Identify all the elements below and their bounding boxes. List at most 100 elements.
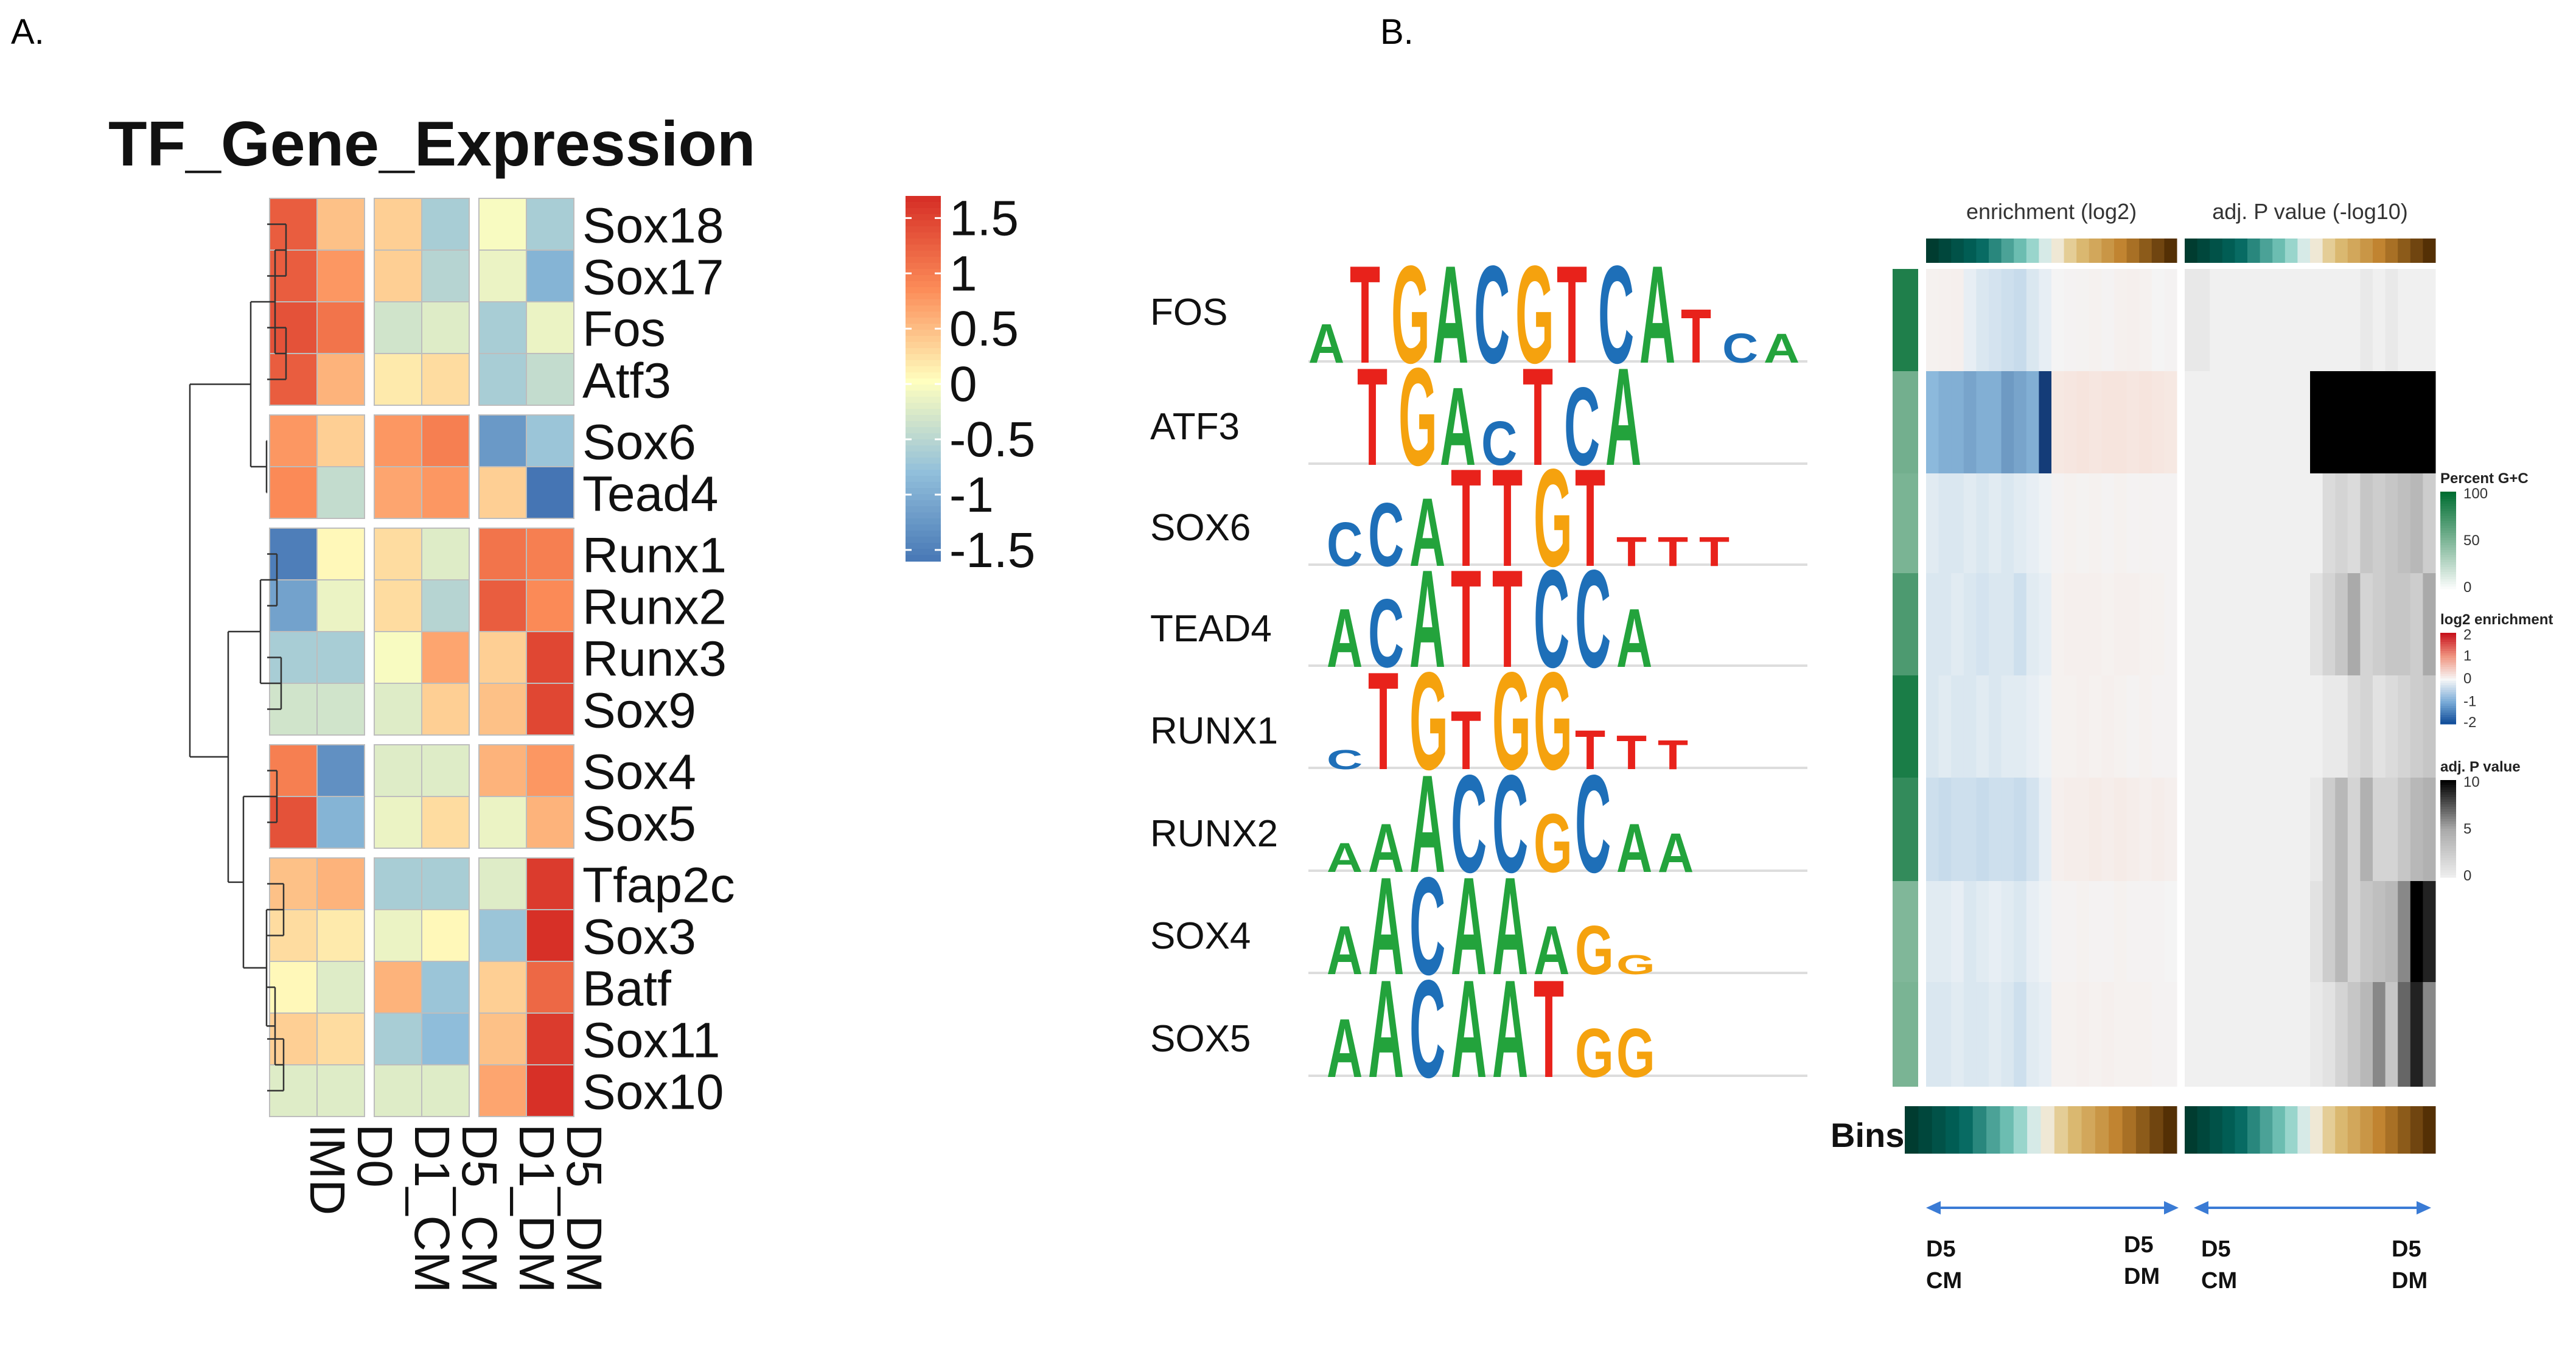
enrichment-cell — [2089, 982, 2102, 1087]
motif-letter: G — [1534, 796, 1572, 890]
enrichment-cell — [2164, 473, 2177, 573]
legend-swatch — [2440, 792, 2456, 795]
bin-color-cell — [2095, 1106, 2109, 1154]
legend-tick-label: 0 — [2463, 868, 2471, 884]
legend-swatch — [2440, 719, 2456, 722]
pvalue-cell — [2423, 982, 2436, 1087]
bin-color-cell — [2310, 239, 2323, 263]
pvalue-cell — [2398, 573, 2411, 675]
enrichment-cell — [2089, 573, 2102, 675]
enrichment-cell — [2001, 371, 2014, 473]
enrichment-cell — [1989, 778, 2002, 881]
enrichment-cell — [2014, 881, 2027, 982]
gc-strip-cell — [1893, 982, 1918, 1087]
motif-letter: T — [1523, 340, 1553, 495]
bin-color-cell — [1918, 1106, 1933, 1154]
bin-color-cell — [2222, 1106, 2235, 1154]
motif-letter: C — [1409, 849, 1445, 1005]
axis-end-label: D5 — [2201, 1236, 2231, 1262]
legend-swatch — [2440, 552, 2456, 556]
legend-swatch — [2440, 848, 2456, 851]
heatmap-cell — [421, 466, 470, 519]
enrichment-cell — [2139, 778, 2152, 881]
pvalue-cell — [2285, 881, 2298, 982]
heatmap-cell — [374, 301, 422, 354]
pvalue-cell — [2272, 371, 2286, 473]
legend-swatch — [2440, 717, 2456, 720]
enrichment-cell — [2051, 982, 2065, 1087]
bin-color-cell — [2398, 239, 2411, 263]
pvalue-cell — [2197, 675, 2210, 778]
heatmap-cell — [478, 909, 527, 962]
legend-swatch — [2440, 701, 2456, 704]
legend-swatch — [2440, 557, 2456, 560]
pvalue-cell — [2297, 473, 2311, 573]
pvalue-cell — [2398, 982, 2411, 1087]
legend-swatch — [2440, 812, 2456, 815]
panel-b-label: B. — [1380, 12, 1414, 52]
legend-swatch — [2440, 683, 2456, 686]
bin-color-cell — [2068, 1106, 2082, 1154]
bin-color-cell — [2040, 1106, 2055, 1154]
pvalue-cell — [2398, 371, 2411, 473]
enrichment-cell — [1951, 371, 1964, 473]
enrichment-cell — [1951, 778, 1964, 881]
pvalue-cell — [2197, 371, 2210, 473]
legend-swatch — [2440, 504, 2456, 507]
enrichment-cell — [2139, 573, 2152, 675]
pvalue-cell — [2297, 675, 2311, 778]
enrichment-cell — [2114, 778, 2127, 881]
heatmap-cell — [526, 631, 574, 684]
legend-swatch — [906, 354, 941, 361]
enrichment-cell — [2001, 982, 2014, 1087]
pvalue-cell — [2398, 473, 2411, 573]
legend-swatch — [906, 476, 941, 483]
legend-tick-label: 5 — [2463, 821, 2471, 837]
legend-swatch — [906, 403, 941, 409]
bin-color-cell — [2197, 1106, 2210, 1154]
motif-letter: T — [1368, 644, 1398, 800]
motif-letter: T — [1451, 441, 1481, 596]
legend-swatch — [2440, 703, 2456, 706]
pvalue-cell — [2360, 573, 2373, 675]
enrichment-cell — [1989, 675, 2002, 778]
enrichment-cell — [2039, 982, 2052, 1087]
motif-letter: T — [1350, 237, 1380, 393]
heatmap-cell — [478, 414, 527, 467]
legend-swatch — [2440, 865, 2456, 868]
bin-color-cell — [2285, 239, 2298, 263]
pvalue-cell — [2347, 371, 2361, 473]
pvalue-cell — [2247, 982, 2261, 1087]
pvalue-cell — [2360, 473, 2373, 573]
pvalue-cell — [2210, 778, 2223, 881]
pvalue-cell — [2185, 573, 2198, 675]
pvalue-cell — [2260, 675, 2273, 778]
pvalue-cell — [2322, 473, 2336, 573]
motif-name: ATF3 — [1150, 406, 1240, 448]
motif-letter: C — [1722, 326, 1758, 372]
legend-swatch — [2440, 685, 2456, 688]
legend-swatch — [2440, 804, 2456, 807]
motif-name: FOS — [1150, 291, 1227, 333]
motif-letter: G — [1515, 237, 1554, 393]
enrichment-cell — [1976, 881, 1989, 982]
legend-swatch — [906, 524, 941, 531]
legend-swatch — [906, 488, 941, 495]
gc-strip-cell — [1893, 371, 1918, 473]
heatmap-cell — [526, 198, 574, 251]
heatmap-cell — [374, 528, 422, 580]
bin-color-cell — [2054, 1106, 2068, 1154]
legend-title: Percent G+C — [2440, 470, 2529, 487]
bin-color-cell — [2089, 239, 2102, 263]
enrichment-cell — [2039, 371, 2052, 473]
enrichment-cell — [2076, 269, 2090, 371]
pvalue-cell — [2285, 778, 2298, 881]
motif-letter: T — [1357, 340, 1387, 495]
gc-strip-cell — [1893, 473, 1918, 573]
pvalue-cell — [2197, 881, 2210, 982]
legend-swatch — [906, 196, 941, 203]
legend-swatch — [2440, 506, 2456, 509]
pvalue-cell — [2185, 473, 2198, 573]
motif-letter: T — [1492, 441, 1523, 596]
